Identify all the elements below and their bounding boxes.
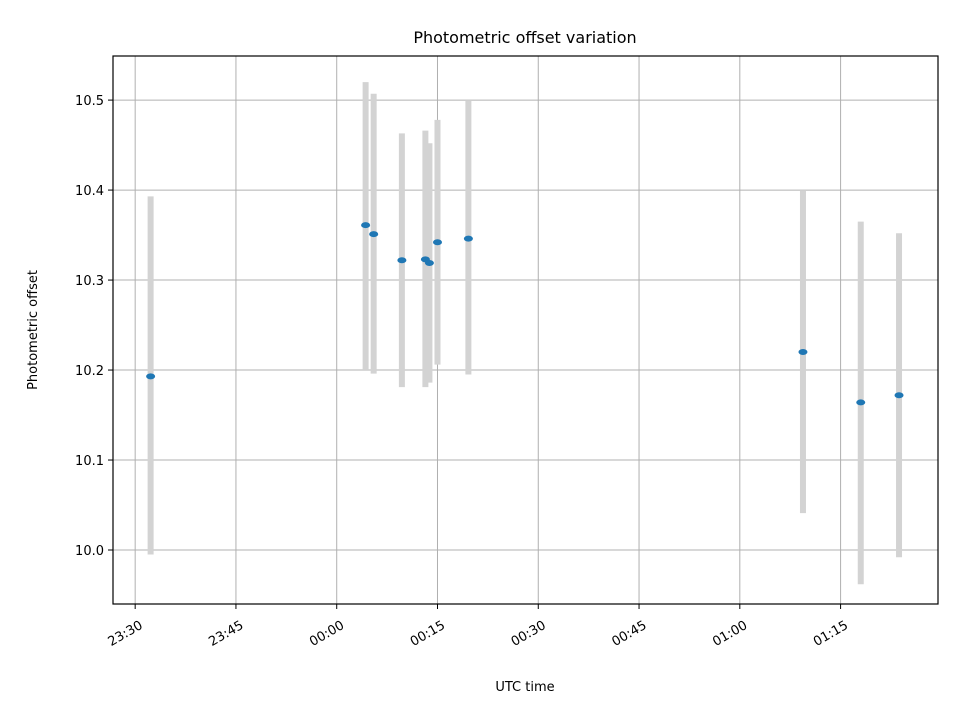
x-axis-label: UTC time (495, 680, 554, 695)
y-tick-label: 10.0 (75, 544, 104, 559)
data-point (433, 239, 442, 245)
y-tick-label: 10.2 (75, 364, 104, 379)
data-point (361, 222, 370, 228)
y-tick-label: 10.4 (75, 184, 104, 199)
y-tick-label: 10.5 (75, 94, 104, 109)
data-point (856, 399, 865, 405)
chart-title: Photometric offset variation (413, 28, 636, 47)
data-point (798, 349, 807, 355)
data-point (146, 373, 155, 379)
y-tick-label: 10.3 (75, 274, 104, 289)
y-tick-label: 10.1 (75, 454, 104, 469)
data-point (397, 257, 406, 263)
data-point (464, 236, 473, 242)
data-point (425, 260, 434, 266)
data-point (895, 392, 904, 398)
y-axis-label: Photometric offset (26, 270, 41, 390)
data-point (369, 231, 378, 237)
